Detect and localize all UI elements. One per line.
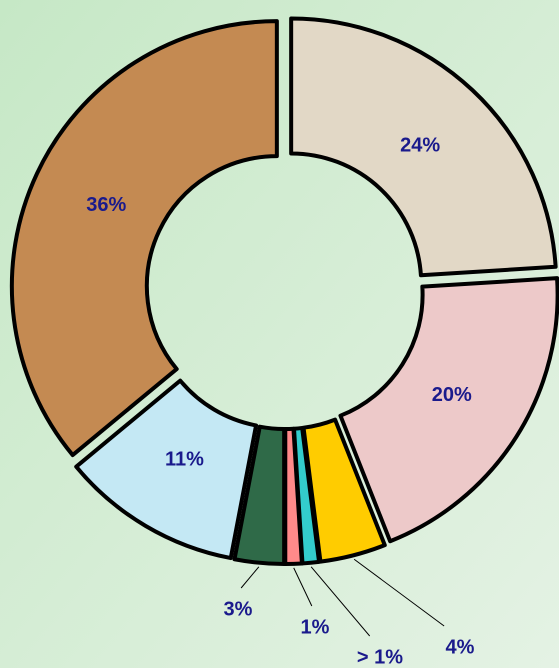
leader-line bbox=[240, 566, 260, 589]
leader-line bbox=[293, 567, 313, 607]
data-label: 11% bbox=[165, 448, 204, 470]
donut-slice bbox=[9, 19, 279, 458]
data-label: 1% bbox=[301, 616, 330, 638]
donut-slice bbox=[232, 424, 287, 566]
data-label: > 1% bbox=[357, 646, 403, 668]
data-label: 4% bbox=[446, 636, 475, 658]
data-label: 36% bbox=[86, 194, 126, 216]
donut-slice bbox=[338, 276, 559, 544]
leader-line bbox=[353, 558, 445, 627]
leader-line bbox=[310, 566, 371, 637]
data-label: 3% bbox=[224, 598, 253, 620]
data-label: 24% bbox=[400, 134, 440, 156]
donut-slice bbox=[289, 16, 558, 278]
donut-slice bbox=[74, 378, 259, 561]
data-label: 20% bbox=[432, 384, 472, 406]
